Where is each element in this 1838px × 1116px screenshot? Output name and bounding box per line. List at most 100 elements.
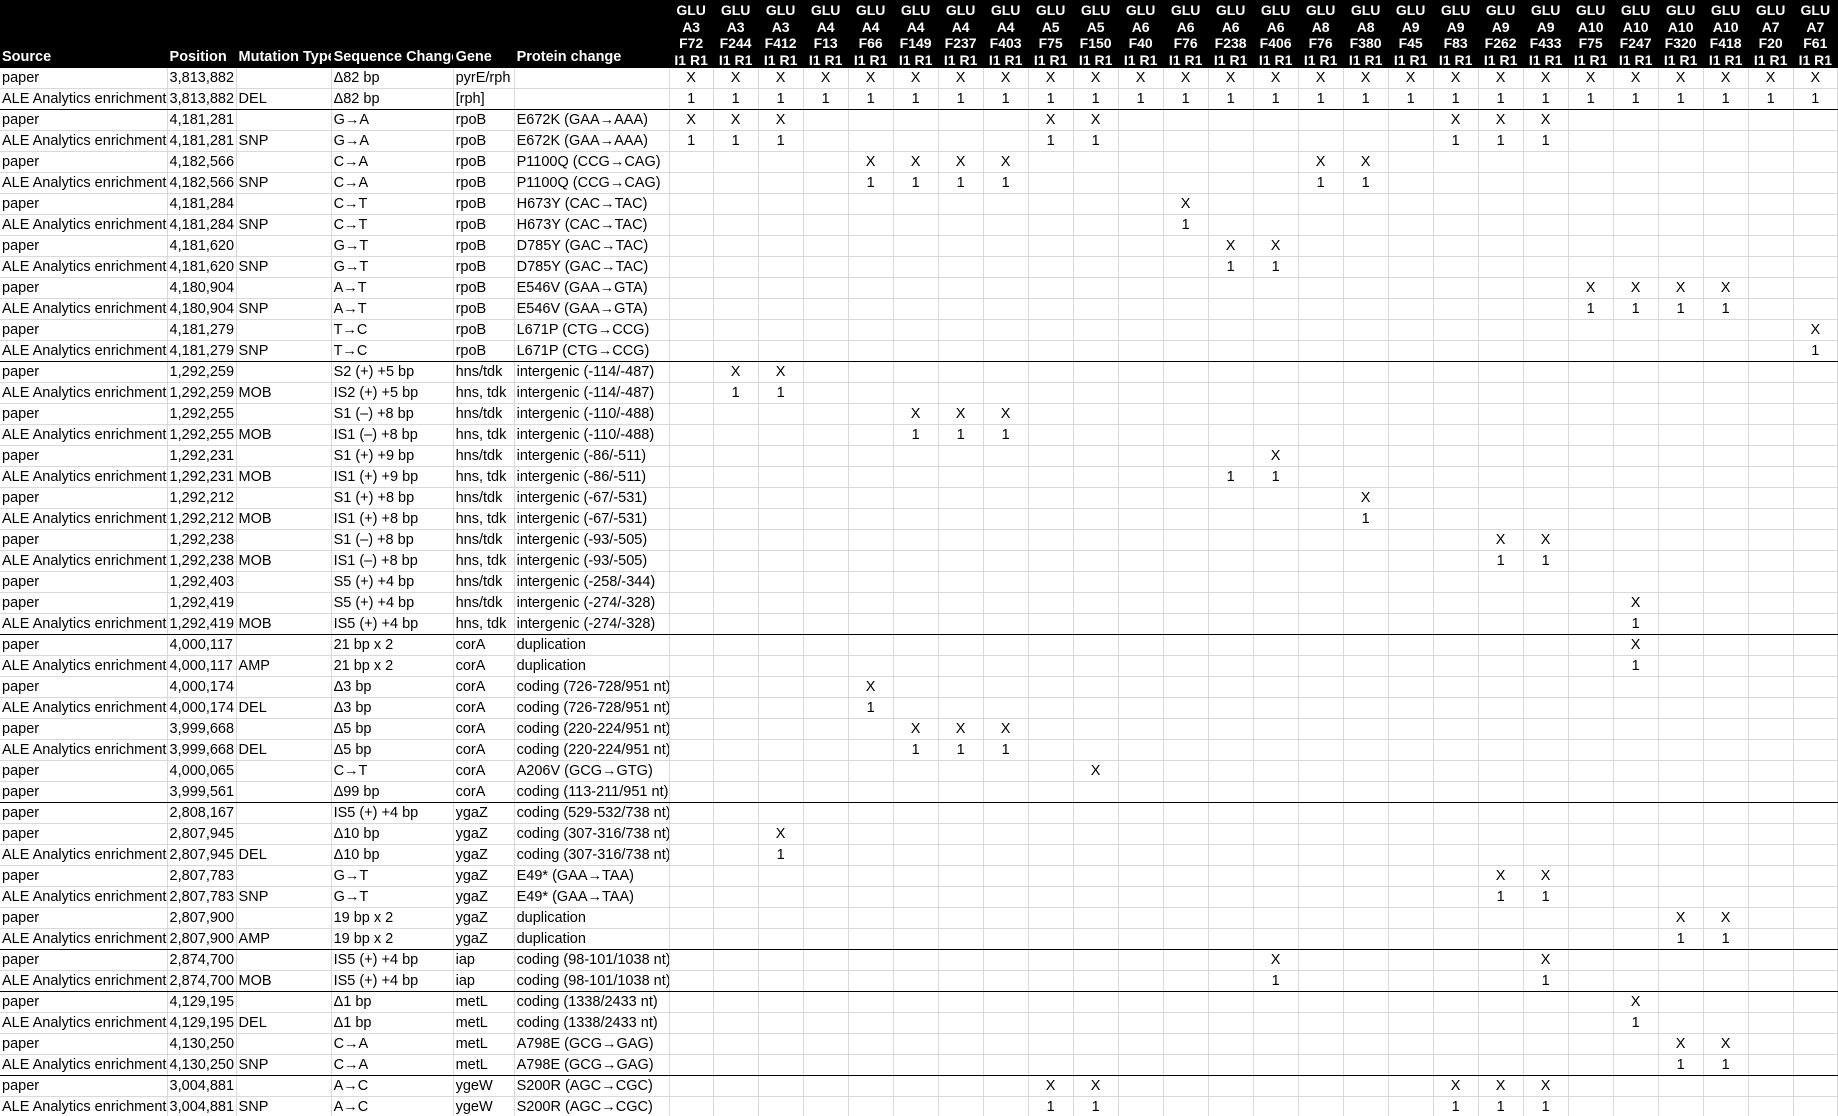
header-sample[interactable]: GLU A4 F149 I1 R1: [893, 0, 939, 68]
cell-mark[interactable]: [1388, 235, 1434, 257]
cell-protein-change[interactable]: intergenic (-93/-505): [514, 550, 670, 572]
cell-protein-change[interactable]: duplication: [514, 655, 670, 677]
cell-mark[interactable]: [1028, 319, 1074, 341]
cell-mark[interactable]: [1658, 130, 1704, 152]
cell-mark[interactable]: [1073, 802, 1119, 824]
cell-mark[interactable]: [893, 1012, 939, 1034]
cell-protein-change[interactable]: P1100Q (CCG→CAG): [514, 151, 670, 173]
cell-mutation-type[interactable]: [236, 403, 332, 425]
cell-mark[interactable]: [1433, 550, 1479, 572]
cell-mark[interactable]: [1613, 256, 1659, 278]
cell-mark[interactable]: [803, 1075, 849, 1097]
cell-mark[interactable]: [1388, 298, 1434, 320]
cell-mark[interactable]: [1658, 361, 1704, 383]
cell-mark[interactable]: [938, 781, 984, 803]
cell-mark[interactable]: [713, 340, 759, 362]
cell-mark[interactable]: [758, 277, 804, 299]
cell-mark[interactable]: [1433, 844, 1479, 866]
cell-mark[interactable]: [1163, 781, 1209, 803]
cell-mark[interactable]: [1208, 508, 1254, 530]
cell-mark[interactable]: [1253, 298, 1299, 320]
cell-sequence-change[interactable]: S5 (+) +4 bp: [331, 571, 454, 593]
cell-mark[interactable]: [1028, 739, 1074, 761]
cell-mark[interactable]: [1028, 466, 1074, 488]
cell-mark[interactable]: [1478, 739, 1524, 761]
cell-mark[interactable]: [1118, 424, 1164, 446]
cell-sequence-change[interactable]: 21 bp x 2: [331, 655, 454, 677]
cell-mark[interactable]: [1793, 634, 1838, 656]
cell-mark[interactable]: [669, 991, 714, 1013]
cell-mark[interactable]: [893, 592, 939, 614]
cell-sequence-change[interactable]: G→T: [331, 235, 454, 257]
cell-mark[interactable]: [758, 151, 804, 173]
cell-mark[interactable]: [1253, 214, 1299, 236]
header-sample[interactable]: GLU A8 F76 I1 R1: [1298, 0, 1344, 68]
cell-mutation-type[interactable]: SNP: [236, 886, 332, 908]
cell-mark[interactable]: [1703, 844, 1749, 866]
cell-mark[interactable]: [1703, 802, 1749, 824]
cell-mark[interactable]: [1433, 802, 1479, 824]
cell-sequence-change[interactable]: IS1 (–) +8 bp: [331, 424, 454, 446]
cell-mark[interactable]: [848, 907, 894, 929]
cell-mark[interactable]: [1658, 949, 1704, 971]
cell-source[interactable]: paper: [0, 151, 168, 173]
cell-protein-change[interactable]: E672K (GAA→AAA): [514, 109, 670, 131]
cell-mark[interactable]: [1028, 844, 1074, 866]
cell-mark[interactable]: X: [848, 68, 894, 89]
cell-mark[interactable]: [848, 214, 894, 236]
cell-mark[interactable]: [848, 823, 894, 845]
cell-mark[interactable]: [1298, 550, 1344, 572]
cell-mark[interactable]: [1163, 529, 1209, 551]
cell-mark[interactable]: [1523, 340, 1569, 362]
cell-mark[interactable]: [938, 865, 984, 887]
cell-mutation-type[interactable]: MOB: [236, 466, 332, 488]
cell-mark[interactable]: [1118, 949, 1164, 971]
cell-mark[interactable]: [1523, 634, 1569, 656]
cell-mark[interactable]: [1388, 508, 1434, 530]
cell-mark[interactable]: [1343, 760, 1389, 782]
cell-mark[interactable]: [848, 718, 894, 740]
cell-sequence-change[interactable]: G→T: [331, 886, 454, 908]
cell-mark[interactable]: [1703, 676, 1749, 698]
cell-gene[interactable]: rpoB: [453, 130, 515, 152]
cell-mark[interactable]: [1478, 781, 1524, 803]
cell-mark[interactable]: [938, 592, 984, 614]
cell-mark[interactable]: [848, 865, 894, 887]
cell-protein-change[interactable]: intergenic (-67/-531): [514, 508, 670, 530]
cell-sequence-change[interactable]: C→A: [331, 1054, 454, 1076]
cell-mark[interactable]: [803, 676, 849, 698]
cell-mark[interactable]: [1523, 1012, 1569, 1034]
cell-mark[interactable]: [1118, 697, 1164, 719]
cell-mark[interactable]: [1433, 928, 1479, 950]
cell-gene[interactable]: pyrE/rph: [453, 68, 515, 89]
header-sample[interactable]: GLU A3 F244 I1 R1: [713, 0, 759, 68]
cell-mark[interactable]: [1343, 697, 1389, 719]
cell-mark[interactable]: [1073, 298, 1119, 320]
cell-mark[interactable]: [983, 466, 1029, 488]
cell-mark[interactable]: [669, 613, 714, 635]
cell-mark[interactable]: [669, 361, 714, 383]
cell-mark[interactable]: X: [1343, 487, 1389, 509]
cell-position[interactable]: 2,807,900: [167, 907, 237, 929]
cell-mark[interactable]: [1793, 466, 1838, 488]
cell-mark[interactable]: [1748, 445, 1794, 467]
cell-mark[interactable]: [1073, 718, 1119, 740]
cell-mark[interactable]: [1163, 382, 1209, 404]
cell-source[interactable]: ALE Analytics enrichment: [0, 298, 168, 320]
cell-sequence-change[interactable]: A→C: [331, 1096, 454, 1116]
cell-mutation-type[interactable]: SNP: [236, 1054, 332, 1076]
cell-mark[interactable]: [758, 1033, 804, 1055]
cell-mark[interactable]: 1: [669, 130, 714, 152]
cell-mark[interactable]: X: [1433, 109, 1479, 131]
cell-mark[interactable]: [1478, 970, 1524, 992]
cell-mark[interactable]: 1: [1793, 340, 1838, 362]
cell-mark[interactable]: [848, 949, 894, 971]
cell-mark[interactable]: [1568, 802, 1614, 824]
cell-mark[interactable]: X: [713, 68, 759, 89]
cell-mark[interactable]: [758, 424, 804, 446]
cell-mark[interactable]: [1793, 991, 1838, 1013]
cell-mark[interactable]: [1703, 613, 1749, 635]
cell-mark[interactable]: 1: [1478, 886, 1524, 908]
cell-mark[interactable]: [1388, 109, 1434, 131]
cell-mark[interactable]: [1073, 907, 1119, 929]
